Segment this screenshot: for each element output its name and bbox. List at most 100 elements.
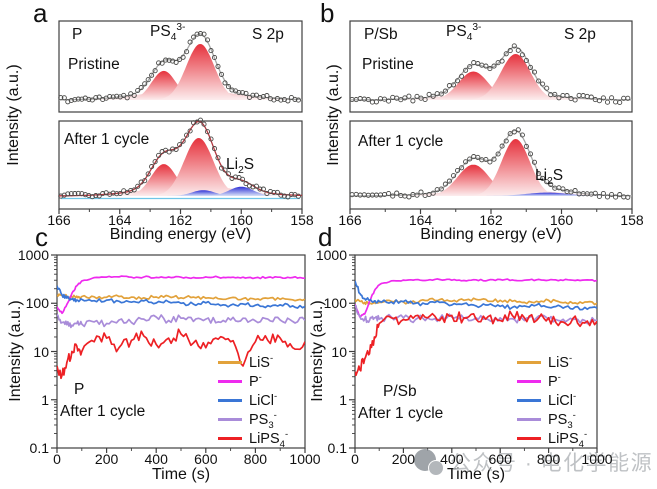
x-axis-label-b: Binding energy (eV) <box>420 226 562 243</box>
y-tick-label: 100 <box>323 295 347 312</box>
x-tick-label: 0 <box>53 451 61 467</box>
peak-label-a-ps4: PS43- <box>150 21 186 44</box>
legend-item: LiS- <box>218 353 288 372</box>
plot-frame <box>58 20 303 113</box>
y-tick-label: 1000 <box>315 247 347 263</box>
xps-panel-b <box>349 20 633 214</box>
x-tick-label: 0 <box>351 451 359 467</box>
y-tick-label: 1000 <box>17 247 49 263</box>
annotation-b-li2s: Li2S <box>535 167 564 188</box>
watermark-logo-icon <box>414 447 444 477</box>
y-tick-label: 1 <box>339 391 347 408</box>
x-tick-label: 400 <box>144 451 168 467</box>
condition-label-a-pristine: Pristine <box>68 56 120 73</box>
y-tick-label: 0.1 <box>29 440 49 456</box>
sample-label-b: P/Sb <box>364 26 398 43</box>
x-tick-label: 1000 <box>289 451 321 467</box>
y-tick-label: 10 <box>33 343 49 360</box>
x-tick-label: 1000 <box>581 451 613 467</box>
xps-panel-a <box>58 20 303 214</box>
legend-c: LiS- P- LiCl- PS3- LiPS4- <box>218 353 289 450</box>
legend-line-swatch <box>517 399 541 402</box>
fit-peak-blue <box>59 186 302 196</box>
series-line-2 <box>57 285 305 309</box>
y-tick-label: 10 <box>331 343 347 360</box>
xps-b-spectrum-1 <box>349 120 633 210</box>
y-axis-label-a: Intensity (a.u.) <box>5 64 22 166</box>
x-tick-label: 160 <box>229 212 253 228</box>
series-line-4 <box>355 310 597 377</box>
legend-label: PS3- <box>249 409 277 431</box>
x-tick-label: 162 <box>479 212 503 228</box>
x-axis-label-c: Time (s) <box>151 466 211 483</box>
series-line-3 <box>355 304 597 325</box>
x-tick-label: 200 <box>94 451 119 467</box>
legend-label: LiPS4- <box>548 428 588 450</box>
condition-label-b-cycled: After 1 cycle <box>358 133 444 150</box>
x-tick-label: 164 <box>108 212 132 228</box>
x-axis-label-d: Time (s) <box>446 466 506 483</box>
x-tick-label: 164 <box>408 212 433 228</box>
x-tick-label: 400 <box>440 451 464 467</box>
sample-label-c: P <box>74 381 85 398</box>
x-tick-label: 160 <box>549 212 574 228</box>
y-tick-label: 1 <box>41 391 49 408</box>
envelope-line <box>350 46 632 101</box>
fit-peak-red <box>59 138 302 196</box>
legend-label: P- <box>548 371 561 390</box>
legend-item: LiPS4- <box>218 428 289 450</box>
legend-label: P- <box>249 371 262 390</box>
series-line-0 <box>57 293 305 302</box>
legend-item: LiCl- <box>218 391 288 410</box>
legend-label: LiCl- <box>249 390 278 409</box>
legend-line-swatch <box>517 361 541 364</box>
x-tick-label: 166 <box>338 212 362 228</box>
legend-line-swatch <box>517 418 541 421</box>
x-tick-label: 158 <box>620 212 644 228</box>
legend-label: LiCl- <box>548 390 577 409</box>
x-tick-label: 800 <box>243 451 268 467</box>
sims-panel-c <box>51 254 306 453</box>
condition-label-b-pristine: Pristine <box>362 56 414 73</box>
x-tick-label: 162 <box>168 212 193 228</box>
series-line-1 <box>355 278 597 318</box>
sims-panel-d <box>349 254 598 453</box>
legend-item: PS3- <box>218 409 288 431</box>
legend-label: LiS- <box>249 352 274 371</box>
y-tick-label: 100 <box>25 295 49 312</box>
sample-label-d: P/Sb <box>383 383 417 400</box>
legend-line-swatch <box>218 380 242 383</box>
watermark-text: 公众号 · 电化学能源 <box>450 452 654 475</box>
legend-item: LiS- <box>517 353 587 372</box>
series-line-1 <box>57 275 305 315</box>
data-points <box>349 43 631 106</box>
series-line-3 <box>57 313 305 329</box>
xps-b-spectrum-0 <box>349 20 633 113</box>
legend-line-swatch <box>218 399 242 402</box>
panel-letter-c: c <box>35 222 48 252</box>
fit-peak-red <box>350 139 632 196</box>
condition-label-c: After 1 cycle <box>60 403 146 420</box>
x-tick-label: 800 <box>536 451 561 467</box>
legend-line-swatch <box>218 418 242 421</box>
legend-label: LiPS4- <box>249 428 289 450</box>
panel-letter-b: b <box>320 0 335 28</box>
legend-line-swatch <box>517 437 541 440</box>
panel-letter-d: d <box>318 222 333 252</box>
legend-line-swatch <box>517 380 541 383</box>
legend-d: LiS- P- LiCl- PS3- LiPS4- <box>517 353 588 450</box>
data-points <box>58 31 301 105</box>
region-label-b: S 2p <box>564 26 596 43</box>
xps-a-spectrum-1 <box>58 117 303 210</box>
legend-label: PS3- <box>548 409 576 431</box>
legend-item: PS3- <box>517 409 587 431</box>
region-label-a: S 2p <box>252 26 284 43</box>
plot-frame <box>349 20 633 113</box>
data-points <box>349 127 631 200</box>
legend-item: LiCl- <box>517 391 587 410</box>
sample-label-a: P <box>72 26 83 43</box>
legend-line-swatch <box>218 361 242 364</box>
y-tick-label: 0.1 <box>327 440 347 456</box>
